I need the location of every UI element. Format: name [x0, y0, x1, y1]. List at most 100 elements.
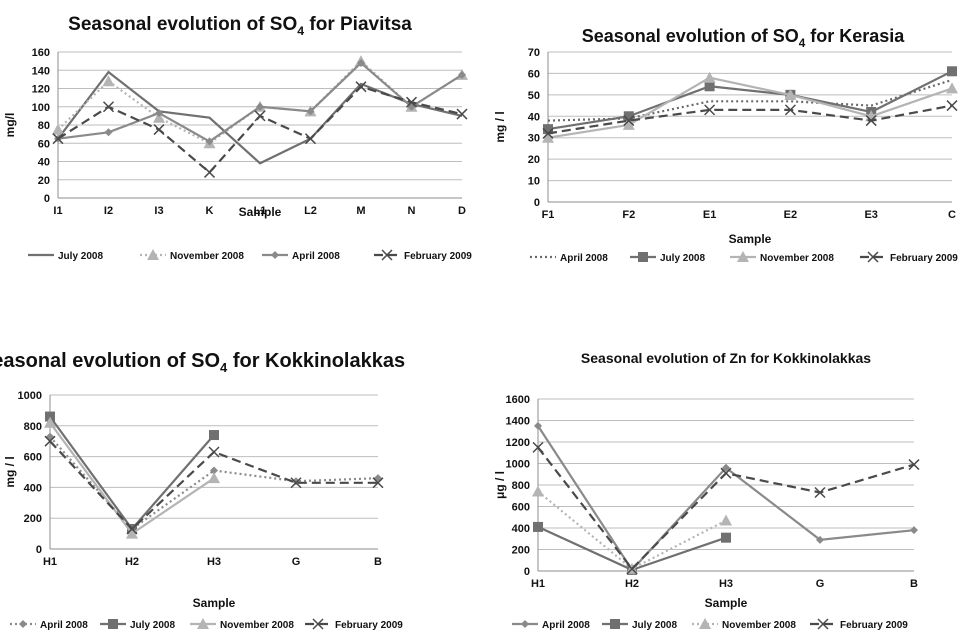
- data-point: [704, 81, 715, 92]
- legend-marker: [699, 618, 711, 629]
- x-tick-label: B: [374, 556, 382, 568]
- data-point: [720, 467, 732, 479]
- data-point: [52, 123, 64, 135]
- data-point: [155, 109, 163, 118]
- legend-entry: July 2008: [28, 251, 103, 262]
- legend-marker: [737, 251, 749, 262]
- data-point: [720, 514, 732, 526]
- chart-title: Seasonal evolution of Zn for Kokkinolakk…: [581, 350, 871, 366]
- series-line: [49, 415, 215, 531]
- legend-label: February 2009: [840, 620, 908, 631]
- data-point: [721, 532, 731, 543]
- x-tick-label: L1: [254, 205, 267, 217]
- legend-label: February 2009: [335, 620, 403, 631]
- y-axis-label: mg / l: [3, 456, 17, 487]
- x-tick-label: M: [356, 205, 365, 217]
- data-point: [534, 421, 542, 430]
- data-point: [816, 535, 824, 544]
- series-line: [547, 76, 953, 139]
- chart-svg: Seasonal evolution of SO4 for Piavitsa 0 2…: [3, 14, 472, 262]
- y-tick-label: 80: [38, 120, 50, 132]
- legend-entry: February 2009: [860, 251, 958, 264]
- data-point: [542, 127, 554, 139]
- chart-svg: Seasonal evolution of SO4 for Kerasia 0 10…: [493, 26, 958, 264]
- series-line: [547, 70, 953, 131]
- x-tick-label: D: [458, 205, 466, 217]
- x-axis-label: Sample: [705, 596, 748, 610]
- data-point: [209, 430, 219, 441]
- legend-label: February 2009: [890, 253, 958, 264]
- data-point: [532, 485, 544, 497]
- legend-label: April 2008: [40, 620, 88, 631]
- data-point: [44, 416, 56, 428]
- data-point: [532, 441, 544, 453]
- y-tick-label: 70: [528, 47, 540, 59]
- legend-entry: November 2008: [730, 251, 834, 264]
- series-line: [57, 70, 463, 165]
- legend-entry: July 2008: [602, 619, 677, 631]
- y-tick-label: 0: [44, 193, 50, 205]
- data-point: [543, 124, 553, 135]
- chart-piavitsa-so4: Seasonal evolution of SO4 for Piavitsa 0 2…: [0, 0, 480, 290]
- legend-label: April 2008: [292, 251, 340, 262]
- y-tick-label: 10: [528, 176, 540, 188]
- legend-marker: [147, 249, 159, 260]
- legend-label: November 2008: [722, 620, 796, 631]
- series-line: [537, 425, 915, 572]
- y-tick-label: 120: [32, 84, 50, 96]
- y-tick-label: 1600: [506, 394, 530, 406]
- chart-kerasia-so4: Seasonal evolution of SO4 for Kerasia 0 10…: [490, 0, 973, 290]
- y-tick-label: 60: [38, 138, 50, 150]
- chart-svg: Seasonal evolution of Zn for Kokkinolakk…: [493, 350, 920, 631]
- data-point: [306, 107, 315, 116]
- data-point: [623, 115, 635, 127]
- y-tick-label: 800: [24, 421, 42, 433]
- x-tick-label: H2: [625, 578, 639, 590]
- legend-marker: [867, 251, 879, 263]
- legend-entry: February 2009: [374, 249, 472, 262]
- data-point: [102, 75, 115, 87]
- data-point: [357, 58, 365, 67]
- y-tick-label: 20: [528, 154, 540, 166]
- legend-entry: April 2008: [512, 620, 590, 631]
- x-tick-label: N: [408, 205, 416, 217]
- y-tick-label: 140: [32, 65, 50, 77]
- y-tick-label: 600: [512, 502, 530, 514]
- x-tick-label: H1: [43, 556, 57, 568]
- legend-label: February 2009: [404, 251, 472, 262]
- legend-label: July 2008: [130, 620, 175, 631]
- x-tick-label: I3: [154, 205, 163, 217]
- data-point: [947, 66, 957, 77]
- y-tick-label: 30: [528, 133, 540, 145]
- series-february-2009: [52, 81, 468, 178]
- x-tick-label: F1: [542, 209, 555, 221]
- y-tick-label: 50: [528, 90, 540, 102]
- y-tick-label: 400: [512, 523, 530, 535]
- x-tick-label: I1: [53, 205, 62, 217]
- y-tick-label: 40: [38, 157, 50, 169]
- legend-label: November 2008: [760, 253, 834, 264]
- data-point: [102, 101, 115, 113]
- data-point: [814, 486, 826, 499]
- data-point: [104, 128, 113, 137]
- data-point: [623, 111, 634, 122]
- data-point: [208, 446, 220, 458]
- x-axis-label: Sample: [193, 596, 236, 610]
- y-tick-label: 1400: [506, 416, 530, 428]
- legend-marker: [381, 249, 393, 261]
- series-line: [49, 422, 215, 536]
- legend-entry: April 2008: [262, 251, 340, 262]
- y-tick-label: 800: [512, 480, 530, 492]
- chart-kokkinolakkas-zn: Seasonal evolution of Zn for Kokkinolakk…: [490, 335, 973, 639]
- x-tick-label: C: [948, 209, 956, 221]
- y-tick-label: 400: [24, 482, 42, 494]
- data-point: [256, 102, 264, 111]
- x-tick-label: L2: [304, 205, 317, 217]
- x-tick-label: F2: [622, 209, 635, 221]
- legend-label: April 2008: [560, 253, 608, 264]
- data-point: [153, 111, 165, 123]
- legend-label: November 2008: [170, 251, 244, 262]
- y-tick-label: 1000: [18, 390, 42, 402]
- chart-title: Seasonal evolution of SO4 for Kerasia: [582, 26, 906, 50]
- data-point: [704, 104, 716, 116]
